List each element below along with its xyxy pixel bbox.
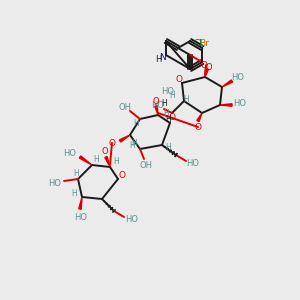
Polygon shape bbox=[155, 106, 158, 115]
Text: O: O bbox=[201, 61, 208, 70]
Text: OH: OH bbox=[140, 160, 152, 169]
Polygon shape bbox=[79, 156, 92, 165]
Text: H: H bbox=[73, 169, 79, 178]
Polygon shape bbox=[205, 69, 208, 77]
Text: H: H bbox=[71, 188, 77, 197]
Text: H: H bbox=[165, 115, 171, 124]
Text: O: O bbox=[176, 74, 182, 83]
Text: O: O bbox=[169, 113, 176, 122]
Text: N: N bbox=[160, 52, 166, 62]
Polygon shape bbox=[79, 197, 82, 209]
Polygon shape bbox=[222, 80, 232, 87]
Text: HO: HO bbox=[125, 215, 139, 224]
Text: O: O bbox=[118, 170, 125, 179]
Text: H: H bbox=[93, 155, 99, 164]
Text: H: H bbox=[165, 142, 171, 152]
Text: O: O bbox=[102, 146, 108, 155]
Text: O: O bbox=[153, 97, 159, 106]
Text: O: O bbox=[194, 122, 202, 131]
Text: H: H bbox=[161, 100, 167, 109]
Text: HO: HO bbox=[64, 148, 76, 158]
Text: O: O bbox=[206, 62, 212, 71]
Text: HO: HO bbox=[152, 101, 164, 110]
Text: Cl: Cl bbox=[194, 38, 203, 47]
Text: H: H bbox=[131, 139, 137, 148]
Text: H: H bbox=[155, 55, 161, 64]
Text: HO: HO bbox=[74, 212, 88, 221]
Text: Br: Br bbox=[199, 38, 209, 47]
Text: H: H bbox=[129, 140, 135, 149]
Polygon shape bbox=[220, 104, 232, 106]
Text: HO: HO bbox=[49, 178, 62, 188]
Text: HO: HO bbox=[161, 86, 175, 95]
Text: HO: HO bbox=[232, 74, 244, 82]
Polygon shape bbox=[105, 157, 110, 167]
Text: H: H bbox=[183, 94, 189, 103]
Text: HO: HO bbox=[233, 100, 247, 109]
Text: H: H bbox=[163, 109, 169, 118]
Text: H: H bbox=[169, 91, 175, 100]
Text: H: H bbox=[113, 157, 119, 166]
Polygon shape bbox=[119, 135, 130, 142]
Text: OH: OH bbox=[118, 103, 131, 112]
Text: HO: HO bbox=[187, 160, 200, 169]
Text: O: O bbox=[109, 139, 116, 148]
Text: H: H bbox=[133, 118, 139, 127]
Polygon shape bbox=[197, 113, 202, 122]
